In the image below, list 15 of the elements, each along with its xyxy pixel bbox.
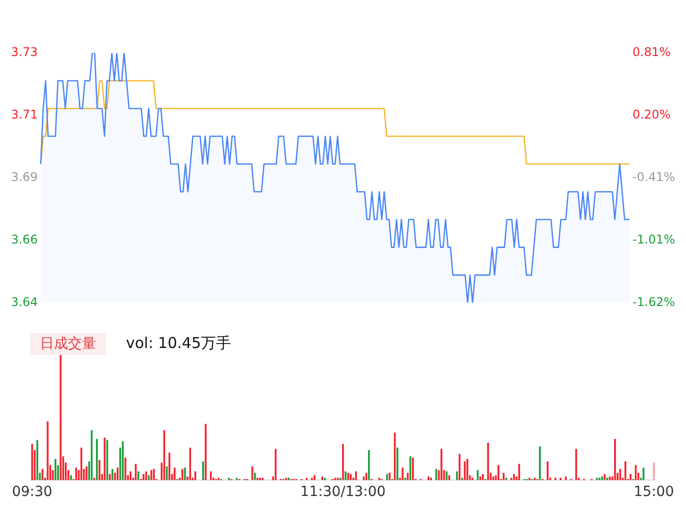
y2-tick-label: 0.20% [632, 108, 671, 122]
y-tick-label: 3.69 [11, 170, 38, 184]
y-tick-label: 3.64 [11, 294, 38, 309]
x-tick-label: 11:30/13:00 [300, 484, 386, 500]
y2-tick-label: -1.01% [632, 232, 675, 246]
y2-tick-label: -1.62% [632, 294, 675, 309]
text: vol: 10.45万手 [126, 333, 231, 354]
y-tick-label: 3.73 [11, 45, 38, 60]
y-tick-label: 3.66 [11, 232, 38, 246]
y-tick-label: 3.71 [11, 108, 38, 122]
y2-tick-label: 0.81% [632, 45, 671, 60]
x-tick-label: 09:30 [12, 484, 52, 500]
text: 日成交量 [30, 333, 106, 355]
x-tick-label: 15:00 [634, 484, 674, 500]
y2-tick-label: -0.41% [632, 170, 675, 184]
